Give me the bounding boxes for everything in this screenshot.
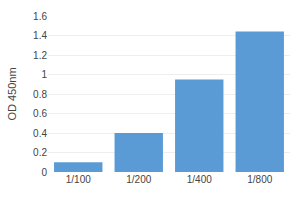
svg-text:1.4: 1.4	[33, 30, 47, 41]
svg-text:1.2: 1.2	[33, 50, 47, 61]
svg-text:1/100: 1/100	[66, 174, 91, 185]
svg-text:1.6: 1.6	[33, 11, 47, 22]
svg-text:OD 450nm: OD 450nm	[6, 67, 18, 120]
svg-text:0.8: 0.8	[33, 89, 47, 100]
svg-text:0.4: 0.4	[33, 128, 47, 139]
svg-text:1/200: 1/200	[126, 174, 151, 185]
svg-text:0: 0	[41, 167, 47, 178]
svg-text:1: 1	[41, 69, 47, 80]
svg-text:1/400: 1/400	[187, 174, 212, 185]
svg-text:1/800: 1/800	[247, 174, 272, 185]
svg-text:0.6: 0.6	[33, 108, 47, 119]
svg-text:0.2: 0.2	[33, 147, 47, 158]
